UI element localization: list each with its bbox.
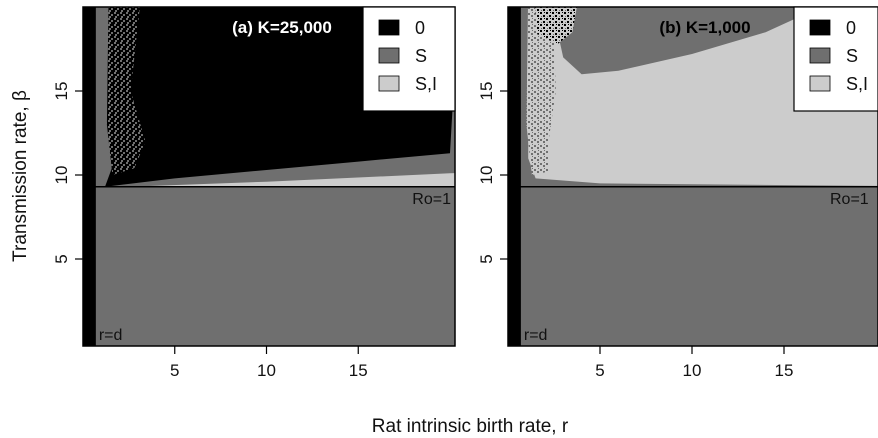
panel-b-y-ticks: 5 10 15 bbox=[477, 82, 508, 264]
legend-box bbox=[362, 6, 456, 112]
x-axis-label: Rat intrinsic birth rate, r bbox=[372, 416, 569, 437]
legend-label: 0 bbox=[846, 18, 856, 38]
legend-swatch bbox=[809, 19, 831, 36]
legend-label: 0 bbox=[415, 18, 425, 38]
region-r-below-d bbox=[83, 7, 96, 346]
x-tick-label: 15 bbox=[775, 361, 794, 380]
y-tick-label: 15 bbox=[477, 82, 496, 101]
panel-a: Ro=1 r=d (a) K=25,000 0 S S,I 5 10 15 5 10 15 bbox=[52, 6, 456, 380]
region-s-i bbox=[128, 173, 455, 187]
legend-label: S bbox=[846, 46, 858, 66]
panel-b-threshold-label: Ro=1 bbox=[830, 191, 869, 208]
panel-a-r-equals-d-label: r=d bbox=[99, 327, 123, 344]
region-s-upper bbox=[552, 7, 821, 75]
legend-swatch bbox=[809, 75, 831, 92]
legend-box bbox=[793, 6, 878, 112]
legend-swatch bbox=[378, 19, 400, 36]
panel-b-title: (b) K=1,000 bbox=[659, 18, 750, 37]
legend-swatch bbox=[809, 47, 831, 64]
x-tick-label: 10 bbox=[683, 361, 702, 380]
legend-label: S,I bbox=[846, 74, 868, 94]
panel-a-y-ticks: 5 10 15 bbox=[52, 82, 83, 264]
panel-a-threshold-label: Ro=1 bbox=[412, 191, 451, 208]
legend-label: S,I bbox=[415, 74, 437, 94]
region-zero bbox=[535, 7, 577, 44]
x-tick-label: 5 bbox=[595, 361, 604, 380]
panel-a-frame bbox=[82, 6, 456, 347]
panel-b-r-equals-d-label: r=d bbox=[524, 327, 548, 344]
region-r-below-d bbox=[508, 7, 521, 346]
x-tick-label: 15 bbox=[349, 361, 368, 380]
panel-b-frame bbox=[507, 6, 878, 347]
region-transition bbox=[106, 7, 146, 175]
y-tick-label: 10 bbox=[52, 166, 71, 185]
y-tick-label: 10 bbox=[477, 166, 496, 185]
panel-a-title: (a) K=25,000 bbox=[232, 18, 332, 37]
x-tick-label: 5 bbox=[170, 361, 179, 380]
y-tick-label: 5 bbox=[52, 254, 71, 263]
x-tick-label: 10 bbox=[257, 361, 276, 380]
y-axis-label: Transmission rate, β bbox=[10, 90, 31, 262]
legend-swatch bbox=[378, 47, 400, 64]
panel-a-legend: 0 S S,I bbox=[362, 6, 456, 112]
legend-label: S bbox=[415, 46, 427, 66]
panel-b: Ro=1 r=d (b) K=1,000 0 S S,I 5 10 15 5 10 15 bbox=[477, 6, 878, 380]
y-tick-label: 15 bbox=[52, 82, 71, 101]
panel-b-legend: 0 S S,I bbox=[793, 6, 878, 112]
panel-b-x-ticks: 5 10 15 bbox=[595, 346, 793, 380]
panel-b-heatmap bbox=[508, 7, 878, 346]
panel-a-x-ticks: 5 10 15 bbox=[170, 346, 368, 380]
legend-swatch bbox=[378, 75, 400, 92]
y-tick-label: 5 bbox=[477, 254, 496, 263]
region-transition bbox=[526, 7, 556, 175]
